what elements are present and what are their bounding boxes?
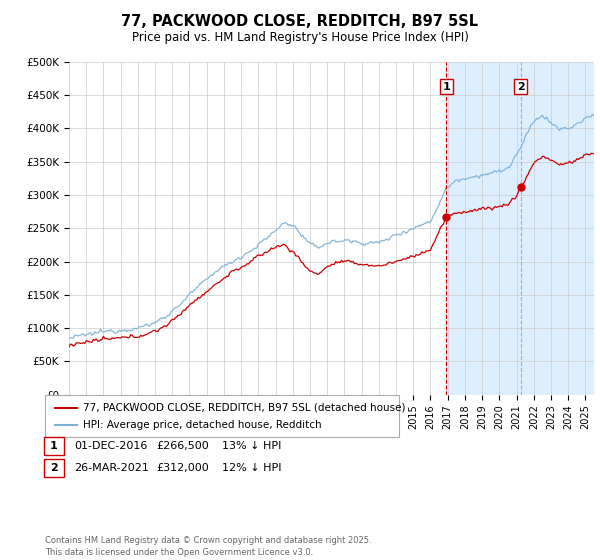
Text: HPI: Average price, detached house, Redditch: HPI: Average price, detached house, Redd… (83, 420, 322, 430)
Text: 77, PACKWOOD CLOSE, REDDITCH, B97 5SL: 77, PACKWOOD CLOSE, REDDITCH, B97 5SL (121, 14, 479, 29)
Bar (446, 62, 594, 395)
Text: 13% ↓ HPI: 13% ↓ HPI (222, 441, 281, 451)
Text: 26-MAR-2021: 26-MAR-2021 (74, 463, 149, 473)
Text: 1: 1 (442, 82, 450, 92)
Text: 12% ↓ HPI: 12% ↓ HPI (222, 463, 281, 473)
Text: 1: 1 (50, 441, 58, 451)
Text: Price paid vs. HM Land Registry's House Price Index (HPI): Price paid vs. HM Land Registry's House … (131, 31, 469, 44)
Text: Contains HM Land Registry data © Crown copyright and database right 2025.
This d: Contains HM Land Registry data © Crown c… (45, 536, 371, 557)
Text: 77, PACKWOOD CLOSE, REDDITCH, B97 5SL (detached house): 77, PACKWOOD CLOSE, REDDITCH, B97 5SL (d… (83, 403, 406, 413)
Text: 2: 2 (50, 463, 58, 473)
Text: 2: 2 (517, 82, 524, 92)
Text: £266,500: £266,500 (156, 441, 209, 451)
Text: 01-DEC-2016: 01-DEC-2016 (74, 441, 147, 451)
Text: £312,000: £312,000 (156, 463, 209, 473)
